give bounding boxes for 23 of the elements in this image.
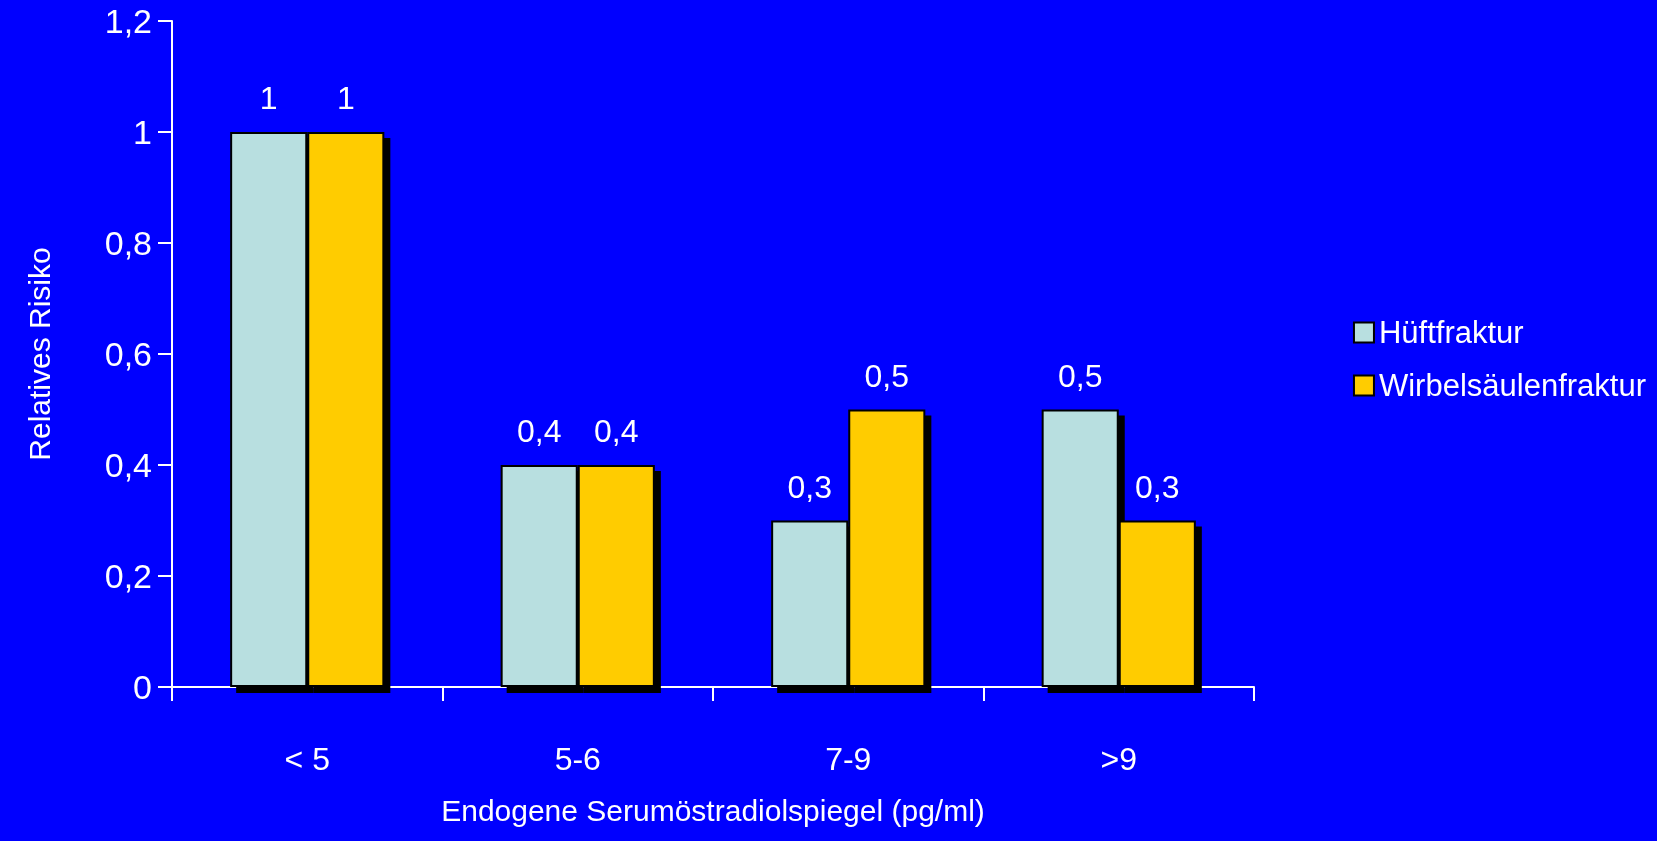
data-label: 0,3 [787,468,832,505]
y-tick-label: 0,8 [104,224,152,262]
y-tick-label: 0,2 [104,557,152,595]
y-tick-label: 1 [133,113,152,151]
y-tick-label: 1,2 [104,2,152,40]
data-label: 0,4 [516,413,562,449]
x-tick-label: 7-9 [825,741,872,777]
y-tick-label: 0,4 [104,446,152,484]
data-label: 0,3 [1135,468,1180,505]
data-label: 1 [336,80,355,116]
y-tick-label: 0 [133,668,152,706]
x-tick-label: >9 [1100,741,1137,777]
x-tick-label: < 5 [284,741,330,777]
data-label: 0,5 [1057,357,1103,394]
y-tick-label: 0,6 [104,335,152,373]
x-tick-label: 5-6 [554,741,601,777]
x-axis-title: Endogene Serumöstradiolspiegel (pg/ml) [441,793,985,827]
data-label: 0,4 [594,413,639,449]
legend-label: Hüftfraktur [1378,315,1524,350]
data-label: 1 [259,80,278,116]
legend-label: Wirbelsäulenfraktur [1378,368,1646,403]
data-label: 0,5 [864,357,910,394]
y-axis-title: Relatives Risiko [22,247,56,461]
